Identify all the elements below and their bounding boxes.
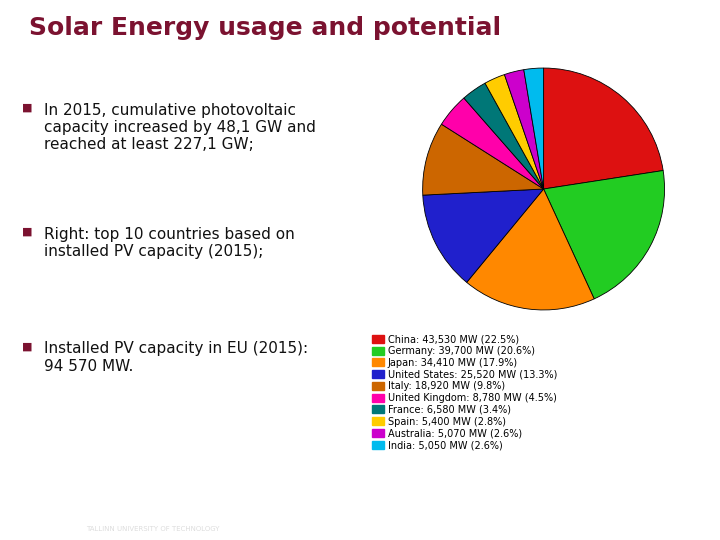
Bar: [39, 497, 45, 529]
Text: TALLINN UNIVERSITY OF TECHNOLOGY: TALLINN UNIVERSITY OF TECHNOLOGY: [86, 526, 220, 532]
Text: In 2015, cumulative photovoltaic
capacity increased by 48,1 GW and
reached at le: In 2015, cumulative photovoltaic capacit…: [45, 103, 316, 152]
Text: Solar Energy usage and potential: Solar Energy usage and potential: [29, 16, 501, 40]
Text: Installed PV capacity in EU (2015):
94 570 MW.: Installed PV capacity in EU (2015): 94 5…: [45, 341, 308, 374]
Wedge shape: [505, 70, 544, 189]
Bar: [22, 505, 27, 529]
Bar: [48, 485, 53, 529]
Bar: [56, 502, 62, 529]
Wedge shape: [485, 75, 544, 189]
Text: Right: top 10 countries based on
installed PV capacity (2015);: Right: top 10 countries based on install…: [45, 226, 295, 259]
Wedge shape: [423, 124, 544, 195]
Text: ■: ■: [22, 226, 32, 237]
Wedge shape: [423, 189, 544, 282]
Wedge shape: [467, 189, 594, 310]
Wedge shape: [544, 68, 663, 189]
Text: TALLINNA TEHNIKAULIKOOL: TALLINNA TEHNIKAULIKOOL: [86, 508, 238, 518]
Wedge shape: [464, 83, 544, 189]
Text: 1918: 1918: [86, 489, 114, 500]
Wedge shape: [441, 98, 544, 189]
Text: ■: ■: [22, 103, 32, 113]
Legend: China: 43,530 MW (22.5%), Germany: 39,700 MW (20.6%), Japan: 34,410 MW (17.9%), : China: 43,530 MW (22.5%), Germany: 39,70…: [372, 334, 557, 450]
Wedge shape: [523, 68, 544, 189]
Bar: [30, 490, 36, 529]
Text: ■: ■: [22, 341, 32, 352]
Wedge shape: [544, 171, 665, 299]
